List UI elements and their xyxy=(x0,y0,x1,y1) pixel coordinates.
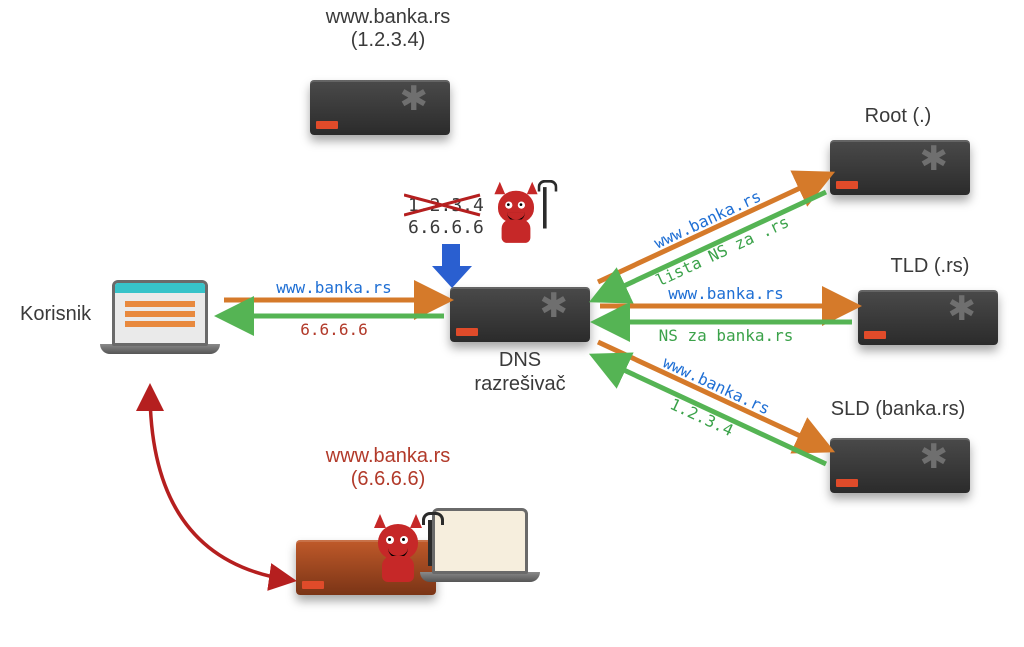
text-root-dns-reply: lista NS za .rs xyxy=(653,212,792,290)
text-dns-tld-query: www.banka.rs xyxy=(668,284,784,303)
sld-server-icon xyxy=(830,438,970,493)
bank-server-title: www.banka.rs (1.2.3.4) xyxy=(326,6,451,52)
bank-server-icon xyxy=(310,80,450,135)
spoof-injection-arrow xyxy=(432,244,472,288)
client-title: Korisnik xyxy=(20,303,91,326)
spoof-fake-ip: 6.6.6.6 xyxy=(408,217,484,238)
attacker-site-ip: (6.6.6.6) xyxy=(351,468,425,490)
client-laptop-icon xyxy=(100,280,220,354)
dns-root-pair: www.banka.rs lista NS za .rs xyxy=(598,176,826,298)
text-tld-dns-reply: NS za banka.rs xyxy=(659,326,794,345)
cross-out-icon xyxy=(404,193,484,217)
attacker-site-domain: www.banka.rs xyxy=(326,445,451,467)
sld-server-title: SLD (banka.rs) xyxy=(831,398,966,421)
attacker-site-title: www.banka.rs (6.6.6.6) xyxy=(326,445,451,491)
text-sld-dns-reply: 1.2.3.4 xyxy=(667,394,736,440)
dns-sld-pair: www.banka.rs 1.2.3.4 xyxy=(598,342,826,464)
arrow-client-attacker xyxy=(150,390,290,580)
text-dns-client-reply: 6.6.6.6 xyxy=(300,320,367,339)
spoof-devil-icon xyxy=(491,185,541,244)
bank-server-ip: (1.2.3.4) xyxy=(351,29,425,51)
diagram-canvas: www.banka.rs (1.2.3.4) Root (.) TLD (.rs… xyxy=(0,0,1024,647)
root-server-title: Root (.) xyxy=(865,105,932,128)
dns-resolver-icon xyxy=(450,287,590,342)
root-server-icon xyxy=(830,140,970,195)
dns-resolver-title: DNSrazrešivač xyxy=(474,348,565,396)
spoof-crossed-ip: 1.2.3.4 xyxy=(408,195,484,216)
bank-server-domain: www.banka.rs xyxy=(326,6,451,28)
text-client-dns-query: www.banka.rs xyxy=(276,278,392,297)
text-dns-root-query: www.banka.rs xyxy=(651,186,764,252)
text-dns-sld-query: www.banka.rs xyxy=(660,352,773,418)
attacker-devil-icon xyxy=(370,518,426,584)
tld-server-icon xyxy=(858,290,998,345)
tld-server-title: TLD (.rs) xyxy=(891,255,970,278)
